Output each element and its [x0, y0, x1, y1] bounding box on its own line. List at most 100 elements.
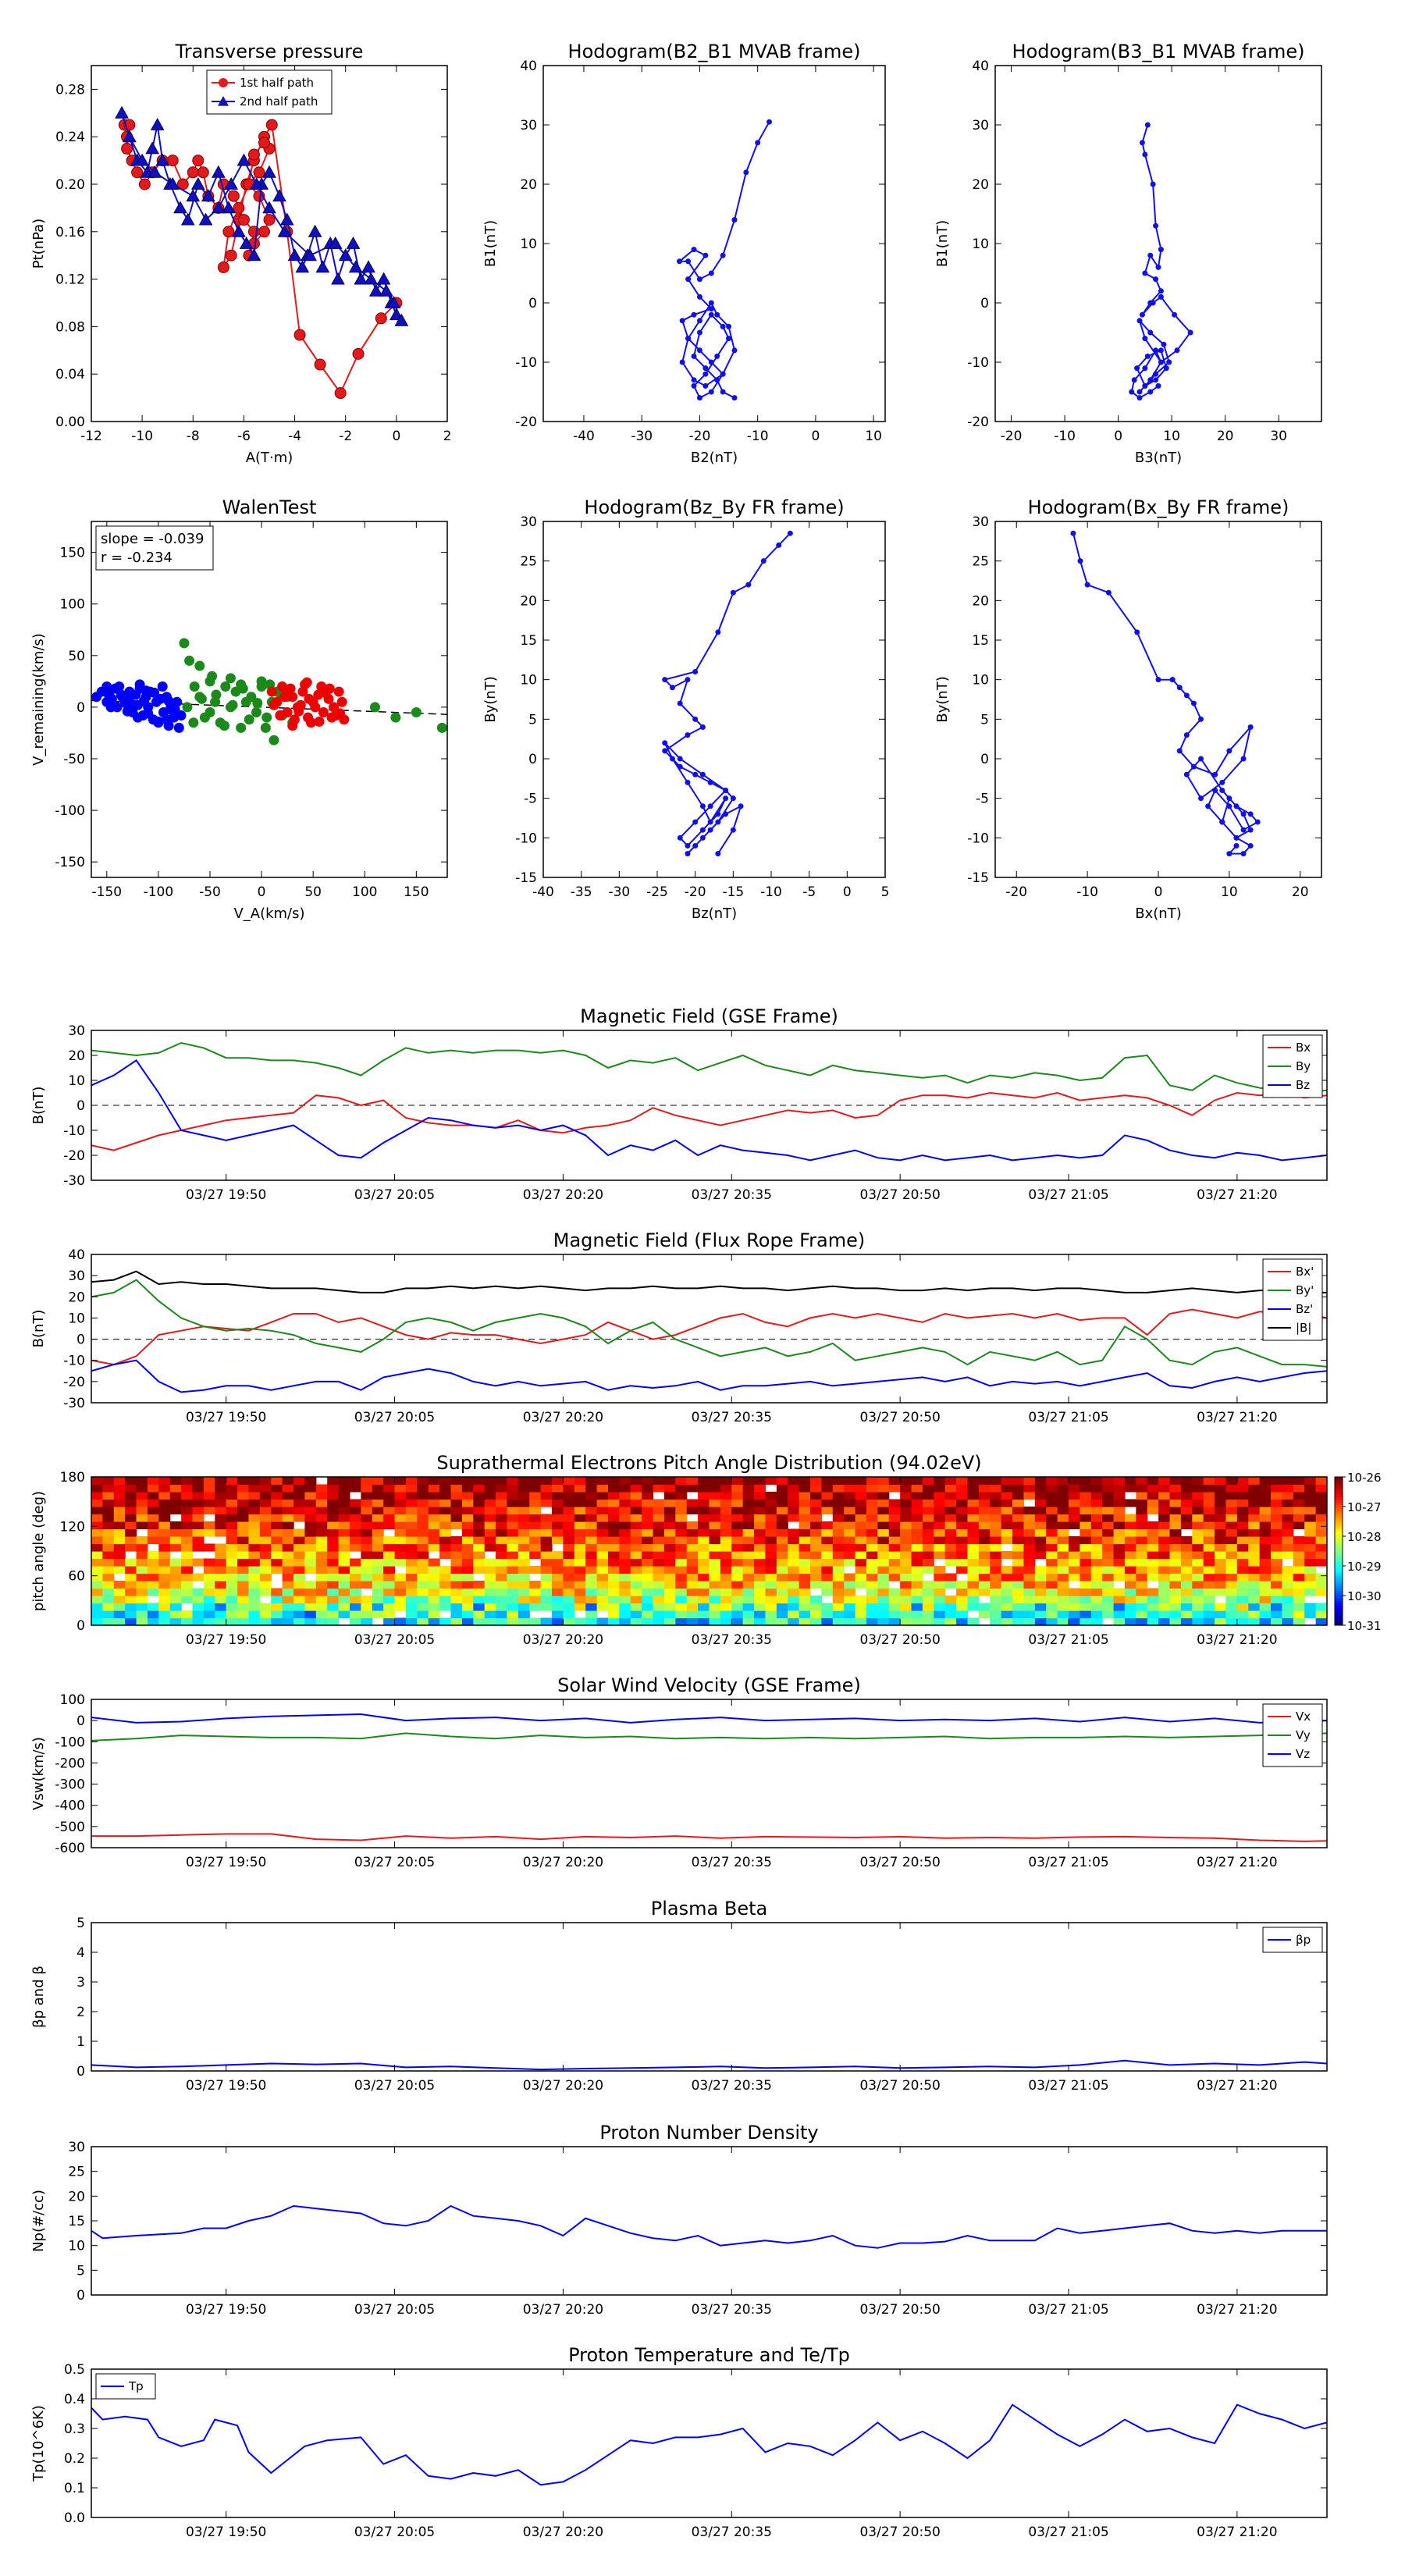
heatmap-cell [1012, 1551, 1025, 1560]
heatmap-cell [338, 1558, 350, 1567]
data-point [730, 589, 736, 596]
colorbar-tick-label: 10-28 [1347, 1530, 1382, 1544]
chart-title: WalenTest [222, 496, 317, 518]
heatmap-cell [944, 1543, 957, 1552]
heatmap-cell [619, 1610, 631, 1619]
heatmap-cell [1113, 1477, 1126, 1485]
heatmap-cell [304, 1596, 317, 1604]
heatmap-cell [686, 1573, 699, 1582]
data-point [1105, 589, 1112, 596]
heatmap-cell [136, 1499, 148, 1507]
heatmap-cell [607, 1521, 620, 1530]
heatmap-cell [990, 1581, 1002, 1589]
y-tick-label: 20 [972, 177, 989, 193]
heatmap-cell [922, 1528, 934, 1537]
heatmap-cell [529, 1507, 542, 1515]
plot-area [91, 638, 447, 745]
heatmap-cell [169, 1528, 182, 1537]
heatmap-cell [417, 1588, 429, 1596]
y-tick-label: 10 [68, 1311, 85, 1326]
heatmap-cell [1034, 1617, 1047, 1625]
heatmap-cell [102, 1484, 115, 1493]
heatmap-cell [1001, 1588, 1013, 1596]
heatmap-cell [450, 1596, 463, 1604]
data-point [303, 248, 317, 262]
heatmap-cell [1034, 1596, 1047, 1604]
heatmap-cell [1057, 1551, 1069, 1560]
data-point [1158, 247, 1164, 253]
heatmap-cell [428, 1492, 440, 1500]
heatmap-cell [1169, 1551, 1182, 1560]
heatmap-cell [653, 1566, 665, 1574]
data-point [1134, 365, 1140, 372]
heatmap-cell [978, 1558, 991, 1567]
heatmap-cell [788, 1543, 800, 1552]
y-tick-label: 10 [520, 673, 537, 688]
data-point [1219, 779, 1225, 785]
heatmap-cell [383, 1521, 396, 1530]
heatmap-cell [1001, 1521, 1013, 1530]
heatmap-cell [315, 1610, 328, 1619]
data-point [1233, 834, 1240, 841]
heatmap-cell [844, 1581, 856, 1589]
heatmap-cell [1169, 1521, 1182, 1530]
heatmap-cell [113, 1603, 126, 1611]
data-point [173, 201, 187, 214]
heatmap-cell [877, 1596, 890, 1604]
colorbar-segment [1335, 1486, 1343, 1490]
heatmap-cell [1248, 1596, 1261, 1604]
heatmap-cell [282, 1566, 294, 1574]
heatmap-cell [484, 1588, 496, 1596]
heatmap-cell [1192, 1521, 1204, 1530]
plot-frame [91, 1254, 1328, 1404]
heatmap-cell [990, 1610, 1002, 1619]
heatmap-cell [372, 1484, 384, 1493]
heatmap-cell [102, 1617, 115, 1625]
heatmap-cell [91, 1596, 103, 1604]
heatmap-cell [934, 1514, 946, 1522]
heatmap-cell [742, 1521, 755, 1530]
colorbar-segment [1335, 1556, 1343, 1559]
y-tick-label: 10 [972, 237, 989, 252]
heatmap-cell [877, 1610, 890, 1619]
heatmap-cell [585, 1543, 598, 1552]
heatmap-cell [271, 1596, 283, 1604]
heatmap-cell [1080, 1558, 1092, 1567]
heatmap-cell [461, 1492, 474, 1500]
colorbar-segment [1335, 1575, 1343, 1579]
heatmap-cell [1034, 1566, 1047, 1574]
series-line [91, 1279, 1327, 1368]
plot-area [91, 2204, 1327, 2249]
data-point [1144, 353, 1151, 359]
heatmap-cell [720, 1521, 732, 1530]
heatmap-cell [1215, 1588, 1227, 1596]
x-tick-label: -50 [199, 884, 221, 900]
heatmap-cell [821, 1521, 834, 1530]
heatmap-cell [529, 1521, 542, 1530]
heatmap-cell [1225, 1588, 1238, 1596]
x-tick-label: 10 [865, 429, 882, 444]
heatmap-cell [911, 1543, 923, 1552]
heatmap-cell [1293, 1492, 1305, 1500]
x-tick-label: 03/27 21:05 [1028, 1632, 1108, 1648]
heatmap-cell [304, 1507, 317, 1515]
heatmap-cell [619, 1507, 631, 1515]
heatmap-cell [944, 1610, 957, 1619]
heatmap-cell [1192, 1588, 1204, 1596]
heatmap-cell [113, 1492, 126, 1500]
plot-frame [91, 1922, 1328, 2072]
data-point [1134, 629, 1140, 635]
heatmap-cell [1147, 1507, 1159, 1515]
heatmap-cell [405, 1507, 418, 1515]
y-tick-label: 4 [76, 1945, 85, 1961]
data-point [1174, 347, 1180, 354]
heatmap-cell [394, 1521, 407, 1530]
data-point [702, 365, 709, 372]
heatmap-cell [1169, 1573, 1182, 1582]
heatmap-cell [900, 1499, 912, 1507]
colorbar-segment [1335, 1553, 1343, 1557]
heatmap-cell [1180, 1558, 1193, 1567]
heatmap-cell [944, 1507, 957, 1515]
